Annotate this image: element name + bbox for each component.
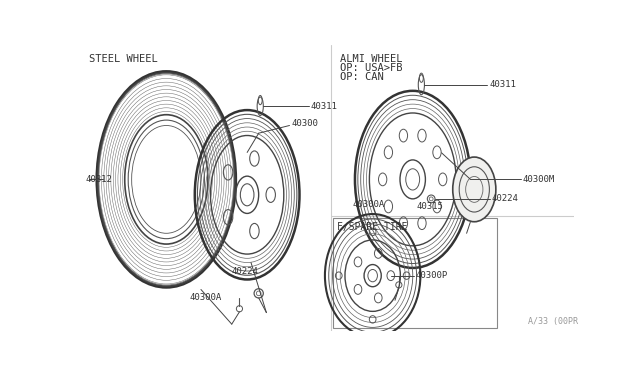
Text: 40300: 40300 xyxy=(291,119,318,128)
Text: 40224: 40224 xyxy=(232,267,259,276)
Text: 40300M: 40300M xyxy=(522,175,554,184)
Text: 40224: 40224 xyxy=(492,195,518,203)
Text: 40300P: 40300P xyxy=(416,271,448,280)
Text: OP: CAN: OP: CAN xyxy=(340,72,383,82)
Text: A/33 (00PR: A/33 (00PR xyxy=(528,317,578,326)
Text: 40315: 40315 xyxy=(417,202,444,211)
Text: OP: USA>FB: OP: USA>FB xyxy=(340,63,402,73)
Text: 40311: 40311 xyxy=(490,80,516,89)
Text: STEEL WHEEL: STEEL WHEEL xyxy=(90,54,158,64)
Text: ALMI WHEEL: ALMI WHEEL xyxy=(340,54,402,64)
Text: 40300A: 40300A xyxy=(353,200,385,209)
Text: 40311: 40311 xyxy=(310,102,337,111)
Text: 40300A: 40300A xyxy=(189,293,221,302)
Text: F/SPARE TIRE: F/SPARE TIRE xyxy=(337,222,408,232)
Text: 40312: 40312 xyxy=(86,175,113,184)
Ellipse shape xyxy=(452,157,496,222)
